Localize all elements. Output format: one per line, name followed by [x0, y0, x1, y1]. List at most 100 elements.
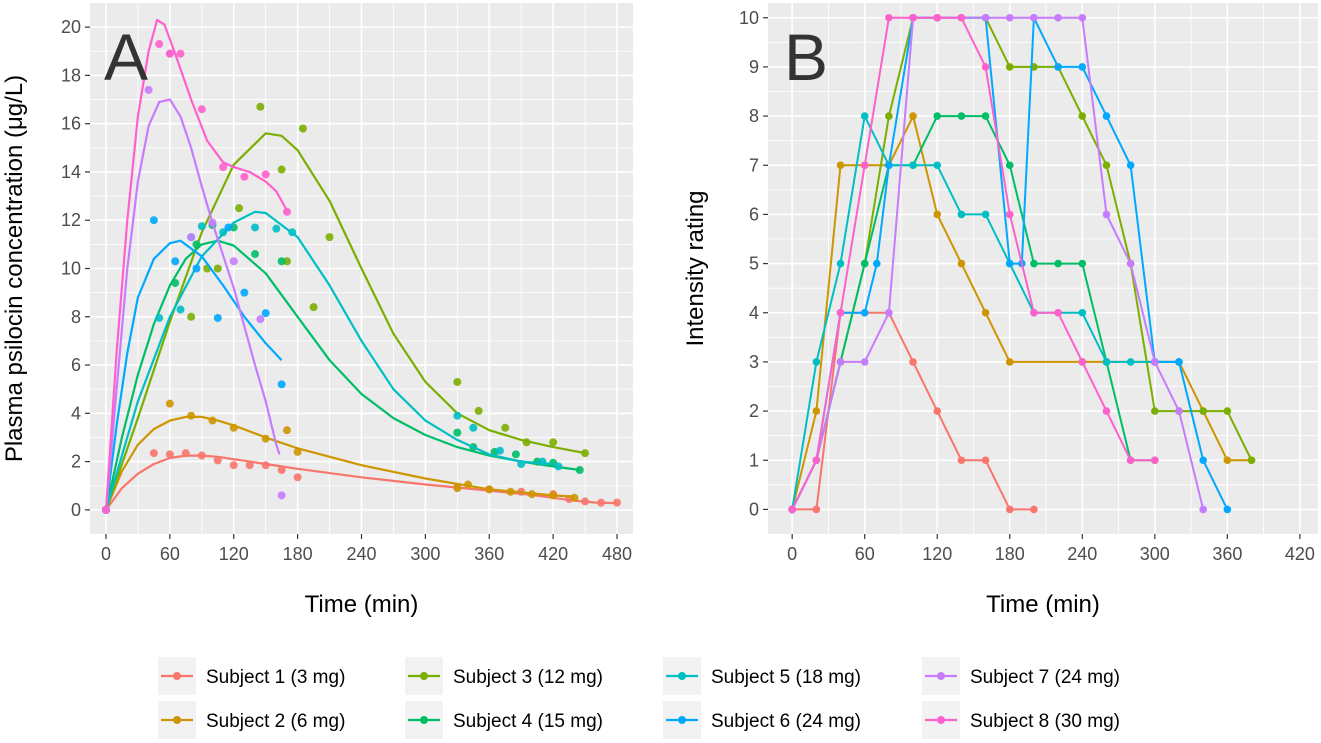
series-line — [791, 16, 1253, 510]
data-point — [1054, 63, 1062, 71]
data-point — [1151, 358, 1159, 366]
data-point — [909, 161, 917, 170]
data-point — [581, 497, 590, 506]
data-point — [933, 112, 942, 120]
data-point — [1030, 505, 1038, 514]
y-tick-label: 16 — [61, 114, 81, 134]
data-point — [981, 210, 990, 219]
data-point — [149, 216, 158, 225]
data-point — [1005, 505, 1014, 514]
data-point — [277, 380, 286, 389]
legend-item-6: Subject 6 (24 mg) — [663, 701, 861, 739]
data-point — [453, 428, 462, 437]
data-point — [261, 461, 270, 470]
series-line — [791, 16, 1205, 510]
data-point — [144, 85, 153, 94]
data-point — [1126, 259, 1135, 268]
data-point — [208, 218, 217, 227]
data-point — [1102, 161, 1111, 170]
data-point — [812, 456, 821, 465]
data-point — [277, 466, 286, 475]
data-point — [909, 112, 917, 120]
data-point — [229, 257, 238, 266]
data-point — [197, 451, 206, 460]
data-point — [288, 228, 297, 237]
data-point — [527, 490, 536, 499]
data-point — [1223, 456, 1232, 465]
data-point — [1078, 112, 1087, 120]
legend-label: Subject 7 (24 mg) — [970, 667, 1120, 688]
x-tick-label: 180 — [283, 544, 313, 564]
x-tick-label: 360 — [474, 544, 504, 564]
data-point — [981, 112, 990, 120]
data-point — [463, 480, 472, 489]
data-point — [453, 377, 462, 386]
y-tick-label: 9 — [749, 57, 759, 77]
data-point — [272, 224, 281, 233]
legend-key-point — [173, 672, 181, 680]
data-point — [1102, 112, 1111, 120]
x-tick-label: 300 — [410, 544, 440, 564]
data-point — [1054, 308, 1062, 317]
data-point — [885, 112, 893, 120]
data-point — [277, 165, 286, 174]
data-point — [171, 257, 180, 266]
data-point — [1247, 456, 1256, 465]
data-point — [192, 264, 201, 273]
series-8 — [101, 18, 291, 514]
data-point — [187, 233, 196, 242]
y-tick-label: 10 — [739, 8, 759, 28]
y-tick-label: 6 — [71, 355, 81, 375]
series-line — [791, 115, 1252, 510]
data-point — [1054, 13, 1062, 22]
data-point — [256, 102, 265, 111]
data-point — [277, 491, 286, 500]
data-point — [1126, 358, 1135, 366]
data-point — [1005, 358, 1014, 366]
legend-label: Subject 6 (24 mg) — [711, 711, 861, 732]
data-point — [549, 491, 558, 500]
data-point — [277, 257, 286, 266]
y-tick-label: 8 — [749, 106, 759, 126]
data-point — [597, 498, 606, 507]
data-point — [1078, 13, 1087, 22]
y-tick-label: 8 — [71, 307, 81, 327]
legend-item-5: Subject 5 (18 mg) — [663, 657, 861, 695]
legend-label: Subject 5 (18 mg) — [711, 667, 861, 688]
y-tick-label: 0 — [71, 500, 81, 520]
legend-label: Subject 8 (30 mg) — [970, 711, 1120, 732]
data-point — [570, 493, 579, 502]
data-point — [155, 313, 164, 322]
panel-b: 0 60 120 180 240 300 360 420 0 1 2 3 4 5 6 7 8 9 10 Time (m… — [682, 3, 1318, 618]
data-point — [282, 426, 291, 435]
series-3 — [101, 102, 590, 514]
data-point — [453, 484, 462, 493]
data-point — [469, 423, 478, 432]
legend-label: Subject 4 (15 mg) — [453, 711, 603, 732]
data-point — [1199, 505, 1207, 514]
fitted-curve — [104, 415, 575, 511]
data-point — [933, 13, 942, 22]
y-tick-label: 5 — [749, 254, 759, 274]
x-tick-label: 360 — [1212, 544, 1242, 564]
data-point — [1030, 259, 1038, 268]
y-tick-label: 2 — [71, 452, 81, 472]
y-tick-label: 1 — [749, 450, 759, 470]
data-point — [261, 309, 270, 318]
data-point — [213, 456, 222, 465]
legend-key-point — [420, 672, 428, 680]
x-tick-label: 240 — [346, 544, 376, 564]
data-point — [812, 358, 821, 366]
data-point — [176, 305, 185, 314]
legend-label: Subject 3 (12 mg) — [453, 667, 603, 688]
data-point — [1199, 407, 1207, 415]
data-point — [1126, 456, 1135, 465]
y-tick-label: 0 — [749, 499, 759, 519]
data-point — [1005, 161, 1014, 170]
legend-item-8: Subject 8 (30 mg) — [922, 701, 1120, 739]
plot-area — [101, 18, 622, 514]
data-point — [1126, 161, 1135, 170]
data-point — [575, 466, 584, 475]
data-point — [282, 207, 291, 216]
data-point — [187, 411, 196, 420]
